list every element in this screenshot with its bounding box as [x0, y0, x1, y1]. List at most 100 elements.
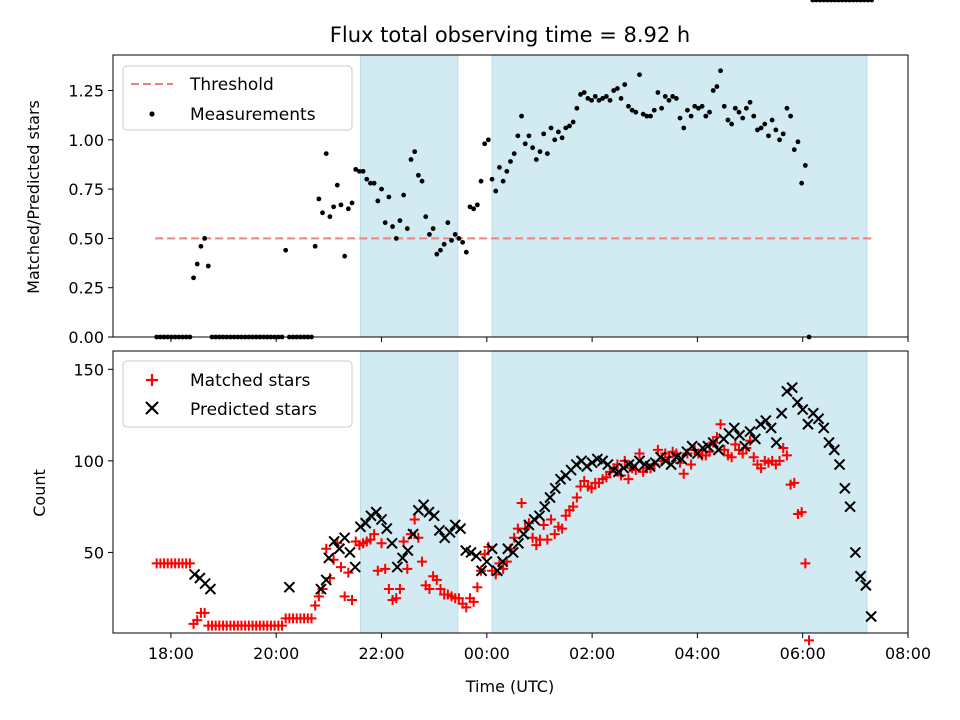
- measurement-point: [836, 0, 841, 3]
- measurement-point: [651, 107, 657, 113]
- measurement-point: [567, 123, 572, 129]
- measurement-point: [191, 275, 196, 281]
- matched-star-marker: [560, 510, 571, 521]
- matched-star-marker: [313, 591, 324, 602]
- measurement-point: [438, 247, 443, 253]
- predicted-star-marker: [644, 460, 656, 473]
- measurement-point: [603, 94, 609, 99]
- measurement-point: [777, 137, 782, 143]
- matched-star-marker: [321, 543, 332, 554]
- count-legend: Matched stars Predicted stars: [122, 360, 353, 428]
- measurement-point: [508, 159, 513, 164]
- matched-star-marker: [571, 492, 582, 503]
- measurement-point: [751, 113, 757, 119]
- matched-star-marker: [365, 534, 376, 545]
- y-tick-label: 50: [84, 543, 104, 562]
- matched-star-marker: [310, 600, 321, 611]
- matched-star-marker: [184, 558, 195, 569]
- predicted-star-marker: [791, 396, 804, 408]
- predicted-star-marker: [702, 440, 714, 452]
- measurement-point: [559, 135, 565, 141]
- predicted-star-marker: [381, 522, 393, 535]
- measurement-point: [795, 139, 801, 145]
- measurement-point: [670, 94, 676, 99]
- matched-star-marker: [435, 584, 446, 595]
- observing-intervals: [359, 350, 868, 634]
- measurement-point: [364, 176, 370, 182]
- matched-star-marker: [431, 574, 442, 585]
- predicted-star-marker: [423, 506, 435, 518]
- predicted-star-marker: [712, 444, 725, 456]
- measurement-point: [570, 119, 576, 125]
- predicted-star-marker: [775, 407, 788, 419]
- predicted-star-marker: [204, 583, 217, 595]
- predicted-star-marker: [596, 455, 609, 467]
- matched-star-marker: [380, 563, 391, 574]
- measurement-point: [497, 165, 502, 170]
- measurement-point: [419, 178, 425, 184]
- measurement-point: [725, 117, 731, 123]
- predicted-star-marker: [417, 499, 430, 511]
- predicted-star-marker: [675, 453, 688, 465]
- x-tick-label: 20:00: [253, 644, 299, 663]
- matched-star-marker: [339, 591, 350, 602]
- measurement-point: [707, 109, 712, 115]
- measurement-point: [714, 84, 720, 89]
- predicted-star-marker: [828, 444, 840, 456]
- y-tick-label: 0.75: [68, 180, 104, 199]
- measurement-point: [349, 200, 355, 206]
- measurement-point: [434, 251, 440, 257]
- matched-star-marker: [756, 463, 767, 474]
- measurement-point: [644, 113, 650, 119]
- observing-interval: [491, 54, 868, 338]
- predicted-star-marker: [407, 528, 419, 540]
- measurement-point: [515, 133, 521, 139]
- matched-star-marker: [398, 536, 409, 547]
- measurement-point: [478, 178, 484, 184]
- matched-legend-label: Matched stars: [190, 371, 310, 391]
- x-tick-label: 00:00: [464, 644, 510, 663]
- measurement-point: [519, 113, 524, 119]
- measurement-point: [533, 157, 539, 162]
- measurement-point: [729, 121, 735, 127]
- measurement-point: [452, 232, 458, 237]
- matched-star-marker: [277, 620, 288, 631]
- measurement-point: [821, 0, 827, 3]
- measurement-point: [441, 241, 447, 247]
- predicted-star-marker: [365, 510, 377, 522]
- measurement-point: [379, 186, 384, 192]
- observing-interval: [491, 350, 868, 634]
- predicted-star-marker: [860, 579, 872, 592]
- predicted-star-marker: [612, 466, 625, 478]
- measurement-point: [427, 232, 432, 237]
- measurement-point: [732, 105, 738, 111]
- measurement-point: [353, 166, 359, 172]
- matched-star-marker: [523, 518, 534, 529]
- matched-star-marker: [383, 584, 394, 595]
- measurement-point: [463, 249, 469, 255]
- measurement-point: [766, 133, 771, 139]
- predicted-star-marker: [744, 425, 756, 438]
- measurement-point: [740, 115, 746, 121]
- predicted-star-marker: [370, 506, 382, 518]
- measurement-point: [721, 103, 727, 109]
- measurement-point: [537, 149, 543, 155]
- predicted-star-marker: [823, 436, 835, 449]
- predicted-star-marker: [354, 521, 367, 533]
- predicted-star-marker: [533, 510, 546, 522]
- predicted-star-marker: [396, 552, 409, 564]
- measurement-point: [703, 113, 709, 119]
- measurement-point: [755, 127, 760, 133]
- x-tick-label: 22:00: [358, 644, 404, 663]
- measurement-point: [692, 103, 698, 109]
- measurement-point: [655, 90, 661, 95]
- predicted-star-marker: [428, 510, 440, 522]
- predicted-star-marker: [865, 610, 877, 623]
- matched-star-marker: [402, 563, 413, 574]
- measurement-point: [526, 133, 532, 139]
- predicted-star-marker: [665, 458, 677, 471]
- predicted-legend-label: Predicted stars: [190, 400, 317, 420]
- matched-star-marker: [335, 562, 346, 573]
- matched-star-marker: [678, 468, 689, 479]
- measurement-point: [198, 243, 204, 249]
